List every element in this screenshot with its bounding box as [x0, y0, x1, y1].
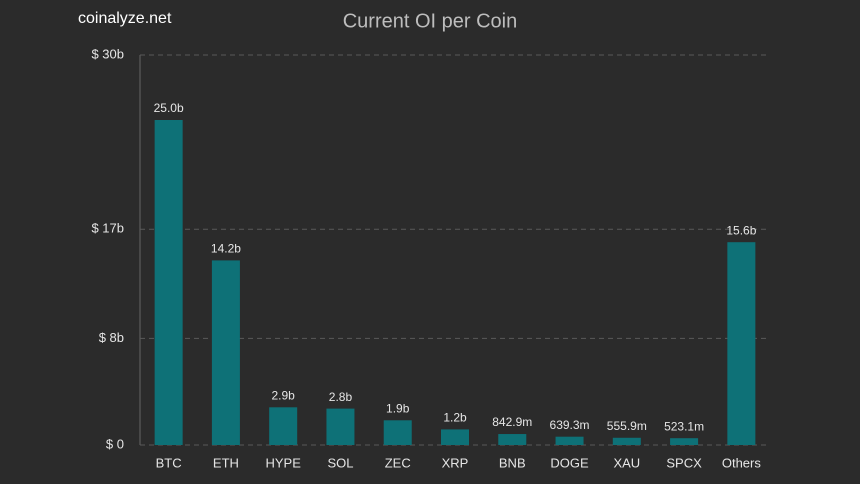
- brand: coinalyze.net: [78, 10, 172, 27]
- bar: [555, 436, 584, 445]
- value-label: 14.2b: [211, 242, 241, 256]
- bar: [269, 407, 298, 445]
- value-label: 523.1m: [664, 419, 704, 433]
- x-tick-label: XAU: [613, 455, 640, 470]
- value-label: 842.9m: [492, 415, 532, 429]
- value-label: 15.6b: [726, 223, 756, 237]
- x-tick-label: BNB: [499, 455, 526, 470]
- x-tick-label: XRP: [442, 455, 469, 470]
- value-label: 639.3m: [550, 418, 590, 432]
- x-tick-label: SOL: [327, 455, 353, 470]
- x-tick-label: ZEC: [385, 455, 411, 470]
- value-label: 555.9m: [607, 419, 647, 433]
- bar: [670, 438, 699, 445]
- value-label: 1.9b: [386, 401, 410, 415]
- y-tick-label: $ 30b: [91, 46, 124, 61]
- bar: [383, 420, 412, 445]
- value-label: 2.9b: [272, 388, 296, 402]
- x-tick-label: BTC: [156, 455, 182, 470]
- bar: [498, 434, 527, 445]
- y-tick-label: $ 0: [106, 436, 124, 451]
- bar: [441, 429, 469, 445]
- x-tick-label: ETH: [213, 455, 239, 470]
- x-tick-label: SPCX: [666, 455, 702, 470]
- chart-title: Current OI per Coin: [343, 10, 518, 32]
- y-tick-label: $ 8b: [99, 330, 124, 345]
- bar: [727, 242, 756, 445]
- value-label: 2.8b: [329, 390, 353, 404]
- value-label: 1.2b: [443, 411, 467, 425]
- bar: [612, 437, 641, 445]
- value-label: 25.0b: [154, 101, 184, 115]
- x-tick-label: HYPE: [265, 455, 301, 470]
- x-tick-label: DOGE: [550, 455, 589, 470]
- bar: [154, 120, 183, 445]
- bar: [211, 260, 240, 445]
- y-tick-label: $ 17b: [91, 221, 124, 236]
- bar: [326, 408, 355, 445]
- x-tick-label: Others: [722, 455, 762, 470]
